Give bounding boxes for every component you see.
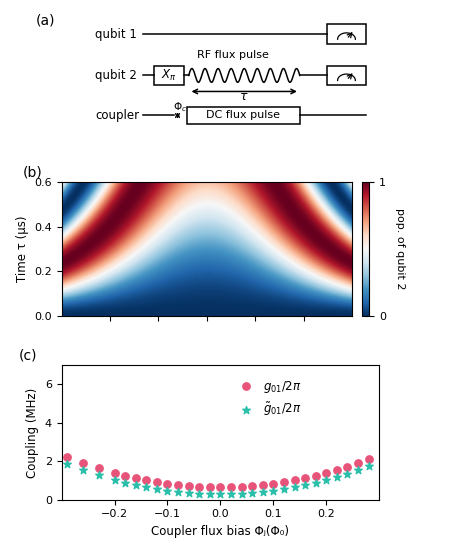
$\tilde{g}_{01}/2\pi$ — [153, 485, 161, 494]
$\tilde{g}_{01}/2\pi$ — [333, 473, 341, 482]
$g_{01}/2\pi$ — [79, 459, 87, 467]
Text: (c): (c) — [19, 348, 37, 363]
$\tilde{g}_{01}/2\pi$ — [344, 470, 351, 478]
$g_{01}/2\pi$ — [322, 468, 330, 477]
$g_{01}/2\pi$ — [121, 471, 129, 480]
$\tilde{g}_{01}/2\pi$ — [227, 490, 235, 498]
$\tilde{g}_{01}/2\pi$ — [312, 478, 319, 487]
$g_{01}/2\pi$ — [111, 468, 118, 477]
$g_{01}/2\pi$ — [365, 455, 373, 464]
$\tilde{g}_{01}/2\pi$ — [259, 488, 266, 496]
Y-axis label: pop. of qubit 2: pop. of qubit 2 — [395, 208, 405, 290]
Bar — [154, 66, 184, 85]
Text: $\Phi_c$: $\Phi_c$ — [173, 100, 188, 114]
$g_{01}/2\pi$ — [270, 479, 277, 488]
$\tilde{g}_{01}/2\pi$ — [111, 476, 118, 484]
Y-axis label: Coupling (MHz): Coupling (MHz) — [26, 387, 39, 478]
Y-axis label: Time τ (μs): Time τ (μs) — [16, 216, 28, 282]
$g_{01}/2\pi$ — [248, 482, 256, 490]
$\tilde{g}_{01}/2\pi$ — [121, 478, 129, 487]
$g_{01}/2\pi$ — [174, 480, 182, 489]
$g_{01}/2\pi$ — [217, 483, 224, 491]
Bar — [327, 66, 366, 85]
Legend: $g_{01}/2\pi$, $\tilde{g}_{01}/2\pi$: $g_{01}/2\pi$, $\tilde{g}_{01}/2\pi$ — [230, 374, 306, 423]
Bar — [187, 107, 300, 124]
$g_{01}/2\pi$ — [344, 462, 351, 471]
$\tilde{g}_{01}/2\pi$ — [291, 483, 298, 491]
Bar — [327, 25, 366, 44]
$\tilde{g}_{01}/2\pi$ — [238, 489, 246, 498]
$\tilde{g}_{01}/2\pi$ — [270, 486, 277, 495]
$\tilde{g}_{01}/2\pi$ — [63, 460, 71, 468]
Text: $\tau$: $\tau$ — [239, 90, 249, 103]
Text: (a): (a) — [36, 14, 56, 28]
$g_{01}/2\pi$ — [164, 479, 171, 488]
$\tilde{g}_{01}/2\pi$ — [174, 488, 182, 496]
$g_{01}/2\pi$ — [312, 471, 319, 480]
$g_{01}/2\pi$ — [333, 466, 341, 474]
$\tilde{g}_{01}/2\pi$ — [185, 489, 192, 497]
$g_{01}/2\pi$ — [291, 476, 298, 484]
$\tilde{g}_{01}/2\pi$ — [195, 489, 203, 498]
Text: qubit 1: qubit 1 — [95, 28, 137, 41]
$\tilde{g}_{01}/2\pi$ — [248, 489, 256, 497]
$\tilde{g}_{01}/2\pi$ — [164, 486, 171, 495]
$g_{01}/2\pi$ — [280, 478, 288, 486]
$g_{01}/2\pi$ — [153, 478, 161, 486]
$\tilde{g}_{01}/2\pi$ — [365, 462, 373, 471]
$g_{01}/2\pi$ — [95, 464, 102, 473]
$g_{01}/2\pi$ — [301, 474, 309, 483]
Text: $X_\pi$: $X_\pi$ — [161, 68, 177, 83]
Text: coupler: coupler — [95, 109, 139, 122]
$g_{01}/2\pi$ — [143, 476, 150, 484]
$g_{01}/2\pi$ — [259, 480, 266, 489]
Text: qubit 2: qubit 2 — [95, 69, 137, 82]
$\tilde{g}_{01}/2\pi$ — [143, 483, 150, 491]
$g_{01}/2\pi$ — [195, 482, 203, 491]
$\tilde{g}_{01}/2\pi$ — [280, 485, 288, 494]
$\tilde{g}_{01}/2\pi$ — [132, 481, 139, 490]
$g_{01}/2\pi$ — [206, 483, 214, 491]
$g_{01}/2\pi$ — [185, 482, 192, 490]
$g_{01}/2\pi$ — [132, 474, 139, 483]
$g_{01}/2\pi$ — [227, 483, 235, 491]
$g_{01}/2\pi$ — [238, 482, 246, 491]
Text: RF flux pulse: RF flux pulse — [197, 50, 269, 60]
$\tilde{g}_{01}/2\pi$ — [79, 466, 87, 474]
$\tilde{g}_{01}/2\pi$ — [206, 490, 214, 498]
$\tilde{g}_{01}/2\pi$ — [322, 476, 330, 484]
$\tilde{g}_{01}/2\pi$ — [217, 490, 224, 498]
Text: (b): (b) — [22, 165, 42, 179]
$g_{01}/2\pi$ — [354, 459, 362, 467]
$\tilde{g}_{01}/2\pi$ — [301, 481, 309, 490]
$\tilde{g}_{01}/2\pi$ — [95, 471, 102, 480]
$g_{01}/2\pi$ — [63, 453, 71, 461]
Text: DC flux pulse: DC flux pulse — [207, 110, 281, 121]
X-axis label: Coupler flux bias Φⱼ(Φ₀): Coupler flux bias Φⱼ(Φ₀) — [151, 525, 290, 538]
$\tilde{g}_{01}/2\pi$ — [354, 466, 362, 474]
